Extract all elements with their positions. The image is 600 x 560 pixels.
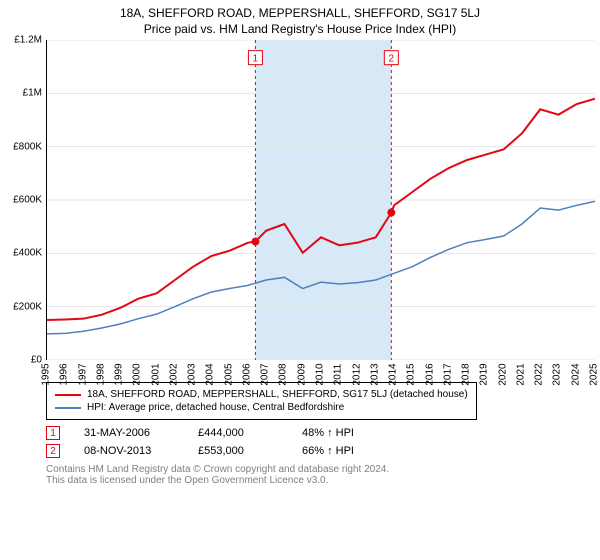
chart: 12£0£200K£400K£600K£800K£1M£1.2M19951996… bbox=[6, 40, 594, 360]
legend: 18A, SHEFFORD ROAD, MEPPERSHALL, SHEFFOR… bbox=[46, 382, 477, 420]
sale-price: £553,000 bbox=[198, 445, 278, 457]
x-tick-label: 1995 bbox=[41, 363, 52, 385]
y-tick-label: £0 bbox=[6, 355, 42, 366]
y-tick-label: £200K bbox=[6, 301, 42, 312]
sale-pct: 48% ↑ HPI bbox=[302, 427, 392, 439]
x-tick-label: 2025 bbox=[589, 363, 600, 385]
sale-marker-box: 2 bbox=[46, 444, 60, 458]
x-tick-label: 2018 bbox=[461, 363, 472, 385]
title-block: 18A, SHEFFORD ROAD, MEPPERSHALL, SHEFFOR… bbox=[6, 6, 594, 36]
x-tick-label: 2017 bbox=[442, 363, 453, 385]
x-tick-label: 2000 bbox=[132, 363, 143, 385]
x-tick-label: 2009 bbox=[296, 363, 307, 385]
x-tick-label: 2022 bbox=[534, 363, 545, 385]
y-tick-label: £800K bbox=[6, 141, 42, 152]
x-tick-label: 2015 bbox=[406, 363, 417, 385]
svg-text:2: 2 bbox=[389, 54, 395, 65]
y-tick-label: £400K bbox=[6, 248, 42, 259]
credits: Contains HM Land Registry data © Crown c… bbox=[46, 464, 594, 486]
x-tick-label: 1997 bbox=[77, 363, 88, 385]
sale-row: 1 31-MAY-2006 £444,000 48% ↑ HPI bbox=[46, 426, 594, 440]
sale-price: £444,000 bbox=[198, 427, 278, 439]
sale-marker-box: 1 bbox=[46, 426, 60, 440]
x-tick-label: 2001 bbox=[150, 363, 161, 385]
credits-line-2: This data is licensed under the Open Gov… bbox=[46, 475, 594, 486]
x-tick-label: 2021 bbox=[515, 363, 526, 385]
sale-date: 08-NOV-2013 bbox=[84, 445, 174, 457]
x-tick-label: 2004 bbox=[205, 363, 216, 385]
chart-title: 18A, SHEFFORD ROAD, MEPPERSHALL, SHEFFOR… bbox=[6, 6, 594, 20]
legend-label-blue: HPI: Average price, detached house, Cent… bbox=[87, 402, 344, 413]
legend-label-red: 18A, SHEFFORD ROAD, MEPPERSHALL, SHEFFOR… bbox=[87, 389, 468, 400]
legend-item-red: 18A, SHEFFORD ROAD, MEPPERSHALL, SHEFFOR… bbox=[55, 389, 468, 400]
legend-item-blue: HPI: Average price, detached house, Cent… bbox=[55, 402, 468, 413]
x-tick-label: 2013 bbox=[369, 363, 380, 385]
x-tick-label: 2011 bbox=[333, 364, 344, 386]
plot-area: 12 bbox=[46, 40, 594, 360]
legend-swatch-red bbox=[55, 394, 81, 396]
svg-text:1: 1 bbox=[253, 54, 259, 65]
sale-date: 31-MAY-2006 bbox=[84, 427, 174, 439]
sale-pct: 66% ↑ HPI bbox=[302, 445, 392, 457]
x-tick-label: 1999 bbox=[114, 363, 125, 385]
sales-table: 1 31-MAY-2006 £444,000 48% ↑ HPI 2 08-NOV-201… bbox=[46, 426, 594, 458]
x-tick-label: 2005 bbox=[223, 363, 234, 385]
credits-line-1: Contains HM Land Registry data © Crown c… bbox=[46, 464, 594, 475]
x-tick-label: 2012 bbox=[351, 363, 362, 385]
x-tick-label: 2006 bbox=[241, 363, 252, 385]
x-tick-label: 2007 bbox=[260, 363, 271, 385]
y-tick-label: £1M bbox=[6, 88, 42, 99]
sale-row: 2 08-NOV-2013 £553,000 66% ↑ HPI bbox=[46, 444, 594, 458]
x-tick-label: 1998 bbox=[95, 363, 106, 385]
chart-subtitle: Price paid vs. HM Land Registry's House … bbox=[6, 22, 594, 36]
y-tick-label: £1.2M bbox=[6, 35, 42, 46]
x-tick-label: 2024 bbox=[570, 363, 581, 385]
x-tick-label: 1996 bbox=[59, 363, 70, 385]
x-tick-label: 2014 bbox=[388, 363, 399, 385]
x-tick-label: 2016 bbox=[424, 363, 435, 385]
legend-swatch-blue bbox=[55, 407, 81, 409]
x-tick-label: 2023 bbox=[552, 363, 563, 385]
x-tick-label: 2019 bbox=[479, 363, 490, 385]
x-tick-label: 2010 bbox=[315, 363, 326, 385]
x-tick-label: 2020 bbox=[497, 363, 508, 385]
y-tick-label: £600K bbox=[6, 195, 42, 206]
x-tick-label: 2008 bbox=[278, 363, 289, 385]
x-tick-label: 2002 bbox=[168, 363, 179, 385]
x-tick-label: 2003 bbox=[187, 363, 198, 385]
